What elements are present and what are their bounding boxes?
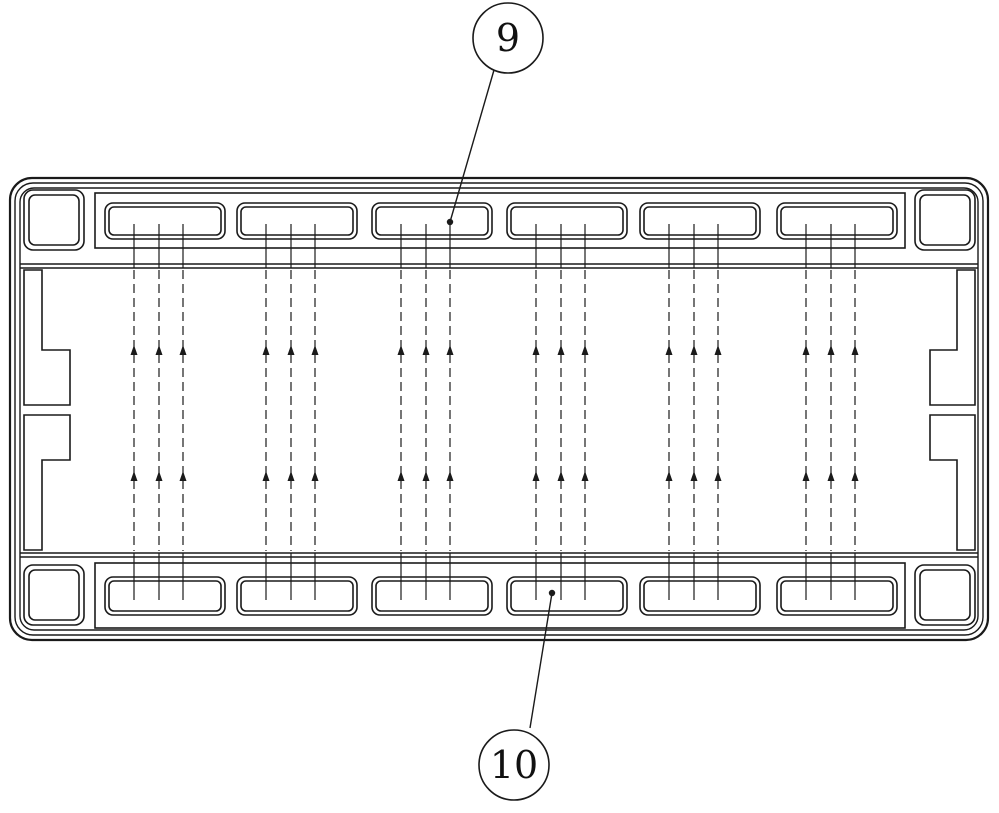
flow-arrow-icon (130, 345, 138, 355)
leader-dot-bottom (548, 589, 556, 597)
top-slot-5 (639, 202, 761, 240)
flow-arrow-icon (130, 471, 138, 481)
flow-arrow-icon (446, 471, 454, 481)
flow-arrow-icon (557, 471, 565, 481)
flow-arrow-icon (155, 471, 163, 481)
leader-dot-top (446, 218, 454, 226)
flow-arrow-icon (557, 345, 565, 355)
flow-arrow-icon (690, 345, 698, 355)
bottom-slot-1 (104, 576, 226, 616)
callout-bottom: 10 (478, 729, 550, 801)
callout-circle-top (472, 2, 544, 74)
bottom-slot-inner-4 (510, 580, 624, 612)
left-side-bar-upper (23, 269, 71, 406)
flow-arrow-icon (827, 471, 835, 481)
callout-label-top: 9 (496, 16, 520, 60)
flow-arrow-icon (422, 345, 430, 355)
flow-arrow-icon (690, 471, 698, 481)
corner-block-bottom-right (914, 564, 976, 626)
flow-arrow-icon (665, 471, 673, 481)
flow-lines (133, 224, 856, 600)
callout-top: 9 (472, 2, 544, 74)
right-side-bar-lower (929, 414, 976, 551)
bottom-slot-inner-6 (780, 580, 894, 612)
leader-line-bottom (529, 592, 553, 729)
callout-circle-bottom (478, 729, 550, 801)
flow-arrow-icon (827, 345, 835, 355)
top-channel-slots (104, 202, 898, 240)
corner-block-top-left (23, 189, 85, 251)
top-slot-inner-6 (780, 206, 894, 236)
flow-arrow-icon (714, 345, 722, 355)
flow-arrow-icon (851, 471, 859, 481)
flow-arrow-icon (179, 345, 187, 355)
flow-arrow-icon (446, 345, 454, 355)
flow-arrow-icon (581, 345, 589, 355)
chamber-lines (20, 263, 978, 558)
flow-arrow-icon (397, 345, 405, 355)
flow-arrow-icon (665, 345, 673, 355)
leader-line-top (449, 69, 495, 223)
side-bars (23, 269, 976, 551)
right-side-bar-upper (929, 269, 976, 406)
top-manifold-box (94, 192, 906, 249)
bottom-channel-slots (104, 576, 898, 616)
flow-arrow-icon (287, 471, 295, 481)
flow-arrow-icon (397, 471, 405, 481)
bottom-manifold-box (94, 562, 906, 629)
bottom-slot-3 (371, 576, 493, 616)
flow-arrow-icon (802, 345, 810, 355)
corner-block-bottom-left (23, 564, 85, 626)
flow-arrow-icon (262, 471, 270, 481)
flow-arrow-icon (262, 345, 270, 355)
top-slot-3 (371, 202, 493, 240)
manifold-boxes (94, 192, 906, 629)
corner-block-top-right (914, 189, 976, 251)
flow-arrow-icon (532, 471, 540, 481)
bottom-slot-5 (639, 576, 761, 616)
top-slot-inner-2 (240, 206, 354, 236)
bottom-slot-4 (506, 576, 628, 616)
bottom-slot-inner-3 (375, 580, 489, 612)
bottom-slot-2 (236, 576, 358, 616)
bottom-slot-inner-5 (643, 580, 757, 612)
top-slot-6 (776, 202, 898, 240)
top-slot-inner-5 (643, 206, 757, 236)
flow-arrow-icon (532, 345, 540, 355)
outer-frame (8, 176, 990, 642)
bottom-slot-inner-1 (108, 580, 222, 612)
callout-label-bottom: 10 (490, 743, 538, 787)
flow-arrow-icon (179, 471, 187, 481)
leader-lines (446, 69, 556, 729)
top-slot-2 (236, 202, 358, 240)
flow-arrow-icon (581, 471, 589, 481)
top-slot-inner-3 (375, 206, 489, 236)
flow-arrow-icon (802, 471, 810, 481)
flow-arrow-icon (287, 345, 295, 355)
bottom-slot-6 (776, 576, 898, 616)
flow-arrow-icon (422, 471, 430, 481)
flow-arrow-icon (851, 345, 859, 355)
flow-arrow-icon (714, 471, 722, 481)
flow-arrows (130, 345, 859, 481)
left-side-bar-lower (23, 414, 71, 551)
flow-arrow-icon (155, 345, 163, 355)
flow-arrow-icon (311, 345, 319, 355)
top-slot-inner-1 (108, 206, 222, 236)
flow-arrow-icon (311, 471, 319, 481)
top-slot-1 (104, 202, 226, 240)
corner-blocks (23, 189, 976, 626)
top-slot-4 (506, 202, 628, 240)
bottom-slot-inner-2 (240, 580, 354, 612)
top-slot-inner-4 (510, 206, 624, 236)
